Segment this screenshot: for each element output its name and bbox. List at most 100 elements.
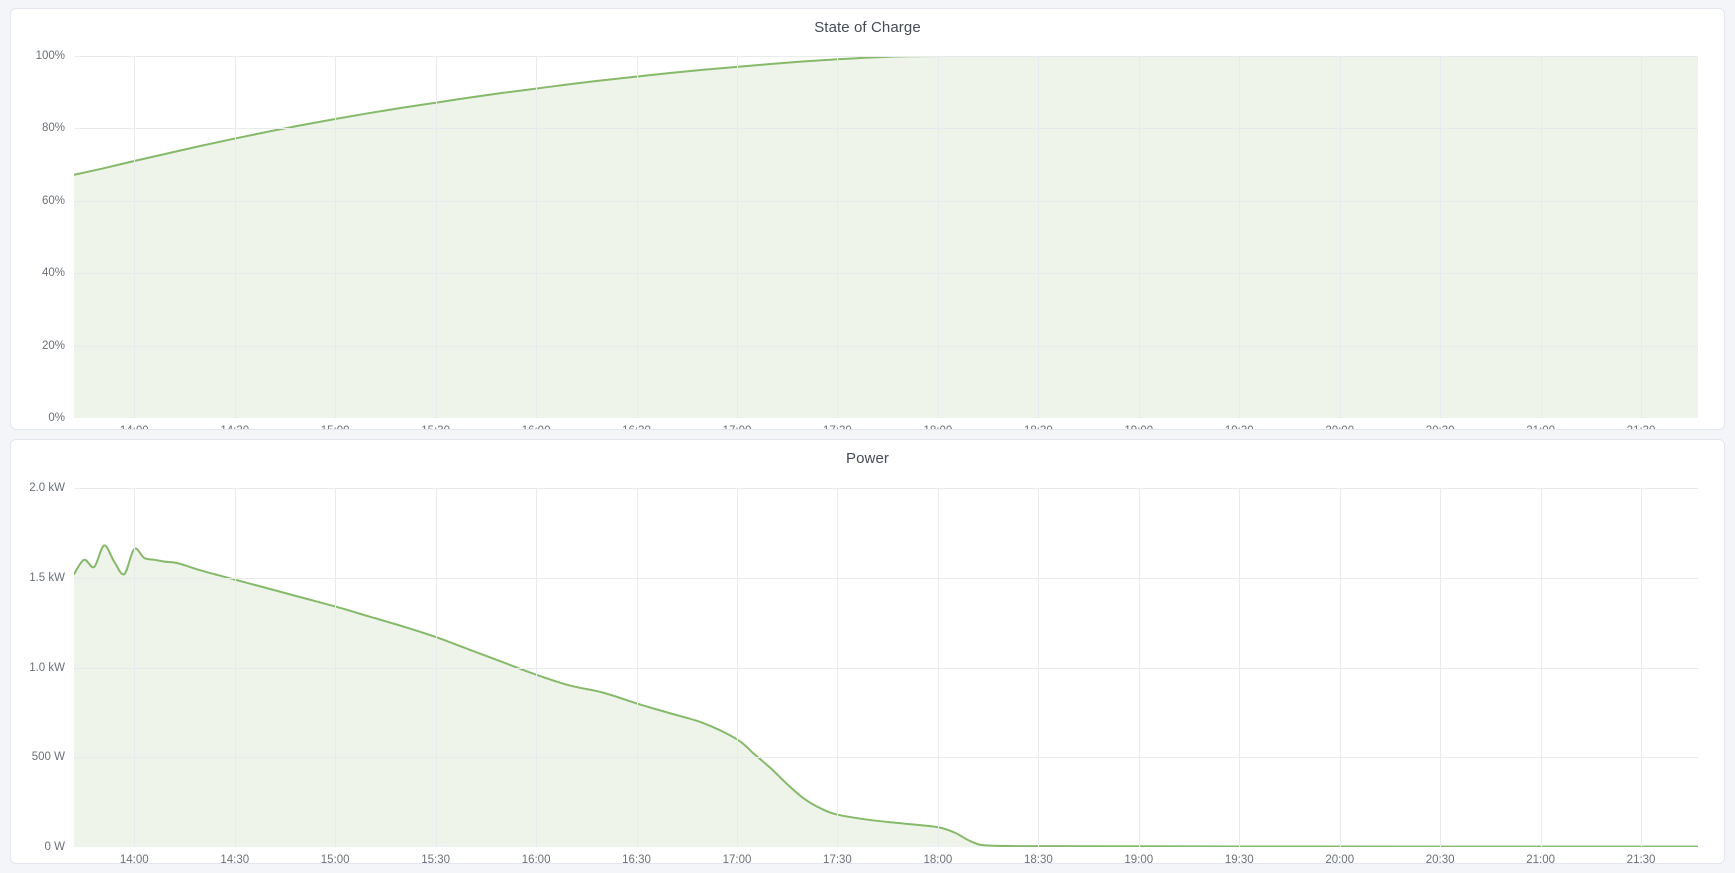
gridline-vertical — [1239, 56, 1240, 418]
gridline-vertical — [1139, 56, 1140, 418]
gridline-horizontal — [74, 128, 1698, 129]
x-axis-tick-label: 17:00 — [723, 425, 752, 429]
x-axis-tick-label: 20:30 — [1426, 425, 1455, 429]
x-axis-tick-label: 15:00 — [321, 425, 350, 429]
gridline-vertical — [1038, 56, 1039, 418]
gridline-vertical — [436, 56, 437, 418]
x-axis-tick-label: 21:30 — [1627, 425, 1656, 429]
y-axis-tick-label: 80% — [41, 122, 65, 135]
series-line — [74, 56, 1698, 175]
gridline-vertical — [1340, 488, 1341, 847]
x-axis-tick-label: 18:00 — [924, 425, 953, 429]
x-axis-tick-label: 16:30 — [622, 425, 651, 429]
panel-title-state-of-charge: State of Charge — [814, 19, 921, 36]
gridline-horizontal — [74, 668, 1698, 669]
plot-wrap-state-of-charge: 100%80%60%40%20%0% 14:0014:3015:0015:301… — [11, 43, 1724, 429]
x-axis-tick-label: 21:00 — [1526, 425, 1555, 429]
gridline-vertical — [335, 488, 336, 847]
x-axis-tick-label: 17:00 — [722, 854, 752, 864]
gridline-vertical — [335, 56, 336, 418]
x-axis-tick-label: 19:30 — [1224, 854, 1254, 864]
x-axis-tick-label: 18:30 — [1023, 854, 1053, 864]
x-axis-tick-label: 16:30 — [622, 854, 651, 864]
x-axis-tick-label: 16:00 — [522, 425, 551, 429]
x-axis-tick-label: 14:30 — [220, 425, 249, 429]
gridline-vertical — [1139, 488, 1140, 847]
x-axis-tick-label: 18:30 — [1024, 425, 1053, 429]
gridline-horizontal — [74, 273, 1698, 274]
x-axis-tick-label: 15:30 — [421, 425, 450, 429]
gridline-vertical — [837, 488, 838, 847]
gridline-vertical — [235, 56, 236, 418]
x-axis-tick-label: 14:30 — [220, 854, 250, 864]
gridline-vertical — [1440, 488, 1441, 847]
y-axis-tick-label: 2.0 kW — [29, 482, 65, 494]
panel-title-power: Power — [845, 450, 890, 467]
plot-area-power[interactable] — [74, 488, 1698, 847]
gridline-vertical — [235, 488, 236, 847]
x-axis-tick-label: 19:00 — [1124, 425, 1153, 429]
y-axis-tick-label: 1.0 kW — [29, 661, 65, 674]
x-axis-tick-label: 17:30 — [823, 854, 852, 864]
x-axis-tick-label: 21:30 — [1626, 854, 1656, 864]
y-axis-tick-label: 0 W — [44, 841, 65, 853]
gridline-vertical — [1440, 56, 1441, 418]
y-axis-tick-label: 1.5 kW — [29, 571, 65, 584]
gridline-vertical — [1340, 56, 1341, 418]
gridline-vertical — [938, 56, 939, 418]
gridline-vertical — [637, 56, 638, 418]
gridline-horizontal — [74, 757, 1698, 758]
x-axis-tick-label: 20:00 — [1325, 854, 1355, 864]
x-axis-tick-label: 21:00 — [1526, 854, 1555, 864]
gridline-horizontal — [74, 201, 1698, 202]
y-axis-tick-label: 20% — [41, 339, 65, 352]
x-axis-tick-label: 19:00 — [1124, 854, 1154, 864]
series-state-of-charge — [74, 56, 1698, 418]
y-axis-tick-label: 60% — [41, 194, 65, 207]
y-axis-power: 2.0 kW 1.5 kW 1.0 kW 500 W 0 W — [11, 482, 71, 853]
x-axis-tick-label: 18:00 — [923, 854, 953, 864]
gridline-horizontal — [74, 488, 1698, 489]
gridline-vertical — [134, 56, 135, 418]
series-line — [74, 545, 1698, 846]
y-axis-tick-label: 500 W — [31, 751, 65, 764]
gridline-vertical — [637, 488, 638, 847]
gridline-vertical — [436, 488, 437, 847]
gridline-vertical — [536, 488, 537, 847]
gridline-vertical — [737, 488, 738, 847]
gridline-horizontal — [74, 346, 1698, 347]
x-axis-state-of-charge: 14:00 14:30 15:00 15:30 16:00 16:30 17:00 17:30… — [74, 418, 1698, 429]
gridline-vertical — [1541, 56, 1542, 418]
x-axis-tick-label: 20:00 — [1325, 425, 1354, 429]
gridline-horizontal — [74, 56, 1698, 57]
x-axis-tick-label: 19:30 — [1225, 425, 1254, 429]
gridline-vertical — [1641, 488, 1642, 847]
gridline-vertical — [1541, 488, 1542, 847]
x-axis-tick-label: 14:00 — [119, 854, 149, 864]
gridline-vertical — [1641, 56, 1642, 418]
x-axis-tick-label: 15:00 — [320, 854, 350, 864]
plot-area-state-of-charge[interactable] — [74, 56, 1698, 418]
y-axis-tick-label: 40% — [41, 267, 65, 280]
plot-wrap-power: 2.0 kW 1.5 kW 1.0 kW 500 W 0 W 14:00 14:30 15:… — [11, 474, 1724, 863]
y-axis-tick-label: 100% — [35, 50, 65, 62]
panel-state-of-charge[interactable]: State of Charge 100% 80% 60% 40% 20% 0% 14:00… — [10, 8, 1725, 430]
gridline-horizontal — [74, 578, 1698, 579]
series-power — [74, 488, 1698, 847]
x-axis-power: 14:00 14:30 15:00 15:30 16:00 16:30 17:00 17:30… — [74, 847, 1698, 864]
y-axis-state-of-charge: 100% 80% 60% 40% 20% 0% — [11, 50, 71, 424]
gridline-vertical — [134, 488, 135, 847]
gridline-vertical — [1239, 488, 1240, 847]
series-fill — [74, 545, 1698, 847]
gridline-vertical — [1038, 488, 1039, 847]
x-axis-tick-label: 15:30 — [421, 854, 451, 864]
x-axis-tick-label: 20:30 — [1425, 854, 1455, 864]
x-axis-tick-label: 14:00 — [120, 425, 149, 429]
x-axis-tick-label: 17:30 — [823, 425, 852, 429]
gridline-vertical — [938, 488, 939, 847]
x-axis-tick-label: 16:00 — [521, 854, 551, 864]
y-axis-tick-label: 0% — [48, 412, 65, 424]
gridline-vertical — [536, 56, 537, 418]
